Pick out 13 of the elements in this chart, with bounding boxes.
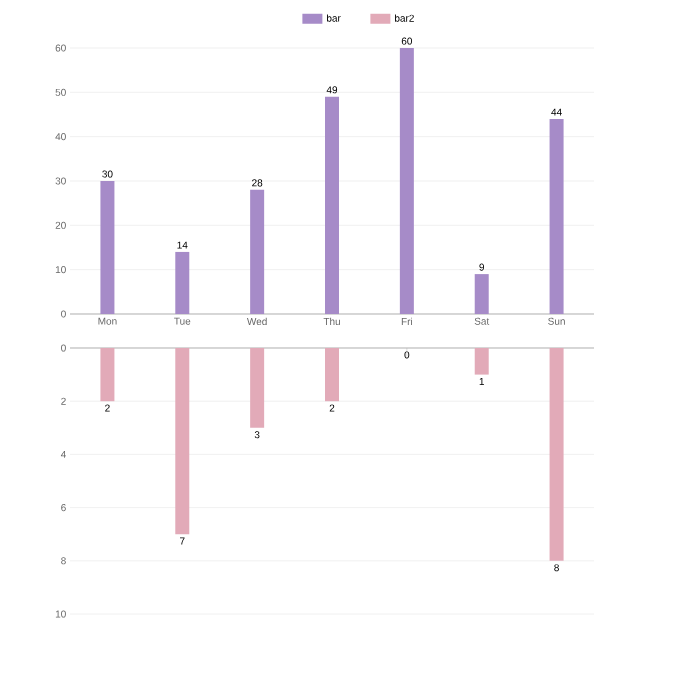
bar [100,180,115,314]
bar [325,348,339,402]
bar [175,348,190,535]
bar [549,348,564,561]
bar [399,47,414,314]
bar [250,348,265,428]
bar [250,189,265,314]
bar [100,348,115,402]
bar [175,251,190,314]
bar [325,96,339,314]
bar [549,118,564,314]
bar [474,274,489,314]
bar [474,348,489,375]
